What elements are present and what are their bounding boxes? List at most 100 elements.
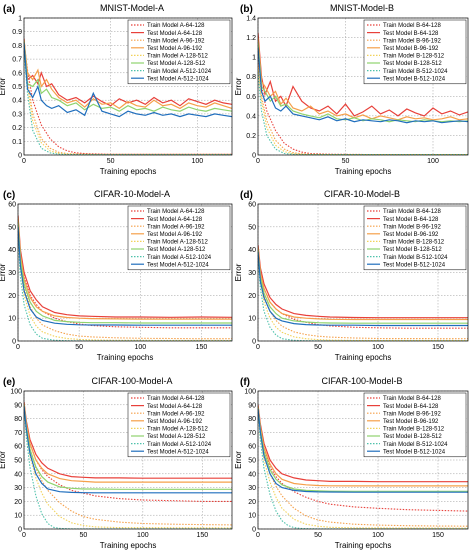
- series-line: [258, 247, 468, 321]
- panel-label: (e): [3, 377, 15, 388]
- series-line: [18, 231, 232, 341]
- panel-label: (d): [240, 190, 253, 201]
- panel-label: (f): [240, 377, 250, 388]
- x-axis-label: Training epochs: [97, 353, 154, 362]
- series-line: [24, 45, 232, 155]
- y-tick-label: 0.6: [12, 70, 22, 77]
- y-tick-label: 30: [248, 270, 256, 277]
- legend-entry: Train Model A-512-1024: [147, 69, 212, 75]
- y-tick-label: 0: [12, 339, 16, 346]
- x-tick-label: 100: [137, 532, 149, 539]
- legend-entry: Test Model B-128-512: [383, 434, 442, 440]
- y-tick-label: 0.7: [12, 57, 22, 64]
- legend-entry: Train Model B-64-128: [383, 23, 441, 29]
- chart-title: CIFAR-10-Model-B: [324, 189, 400, 199]
- legend-entry: Test Model B-128-512: [383, 247, 442, 253]
- y-tick-label: 80: [14, 416, 22, 423]
- y-tick-label: 60: [248, 202, 256, 209]
- series-line: [18, 226, 232, 326]
- x-tick-label: 50: [75, 344, 83, 351]
- legend-entry: Test Model B-512-1024: [383, 449, 446, 455]
- y-tick-label: 60: [8, 202, 16, 209]
- chart-title: CIFAR-100-Model-B: [321, 376, 402, 386]
- y-tick-label: 0: [18, 153, 22, 160]
- series-line: [18, 226, 232, 340]
- y-tick-label: 30: [248, 485, 256, 492]
- series-line: [18, 222, 232, 324]
- series-line: [24, 41, 232, 112]
- y-tick-label: 40: [14, 471, 22, 478]
- y-tick-label: 60: [248, 444, 256, 451]
- series-line: [18, 238, 232, 341]
- series-line: [258, 404, 468, 483]
- legend-entry: Test Model B-512-1024: [383, 76, 446, 82]
- y-tick-label: 50: [248, 458, 256, 465]
- x-tick-label: 0: [22, 158, 26, 165]
- y-tick-label: 0.8: [246, 74, 256, 81]
- chart-panel: (f) CIFAR-100-Model-B 0 10 20 30 40 50 60 70 80 90 1…: [234, 376, 469, 550]
- legend-entry: Test Model A-512-1024: [147, 262, 209, 268]
- x-tick-label: 50: [107, 158, 115, 165]
- chart-panel: (a) MNIST-Model-A 0 0.1 0.2 0.3 0.4 0.5 0.6 0.7 0.…: [0, 3, 233, 176]
- legend-entry: Train Model B-128-512: [383, 54, 445, 60]
- y-tick-label: 70: [248, 430, 256, 437]
- legend-entry: Test Model A-512-1024: [147, 76, 209, 82]
- legend-box: [127, 19, 231, 85]
- series-line: [258, 71, 468, 155]
- legend-entry: Test Model A-96-192: [147, 46, 203, 52]
- series-line: [24, 42, 232, 155]
- series-line: [24, 406, 232, 494]
- series-line: [24, 38, 232, 107]
- y-tick-label: 1: [252, 55, 256, 62]
- legend-box: [363, 392, 467, 458]
- y-tick-label: 10: [248, 316, 256, 323]
- series-line: [24, 401, 232, 479]
- series-line: [258, 66, 468, 155]
- y-tick-label: 40: [248, 471, 256, 478]
- plot-frame: [257, 390, 469, 530]
- y-tick-label: 50: [248, 224, 256, 231]
- legend-entry: Train Model A-96-192: [147, 38, 205, 44]
- y-tick-label: 0.8: [12, 43, 22, 50]
- y-tick-label: 10: [248, 513, 256, 520]
- legend-entry: Train Model B-128-512: [383, 240, 445, 246]
- y-tick-label: 70: [14, 430, 22, 437]
- series-line: [258, 245, 468, 319]
- legend-entry: Test Model B-64-128: [383, 217, 439, 223]
- series-line: [18, 215, 232, 318]
- y-tick-label: 10: [8, 316, 16, 323]
- x-axis-label: Training epochs: [335, 353, 392, 362]
- x-tick-label: 100: [427, 158, 439, 165]
- series-line: [258, 408, 468, 529]
- chart-panel: (c) CIFAR-10-Model-A 0 10 20 30 40 50 60 0 50 100 15…: [0, 189, 233, 362]
- x-tick-label: 100: [372, 532, 384, 539]
- legend-box: [363, 205, 467, 271]
- chart-panel: (b) MNIST-Model-B 0 0.2 0.4 0.6 0.8 1 1.2 1.4 0 50 1…: [234, 3, 469, 176]
- y-axis-label: Error: [0, 451, 7, 469]
- y-axis-label: Error: [0, 263, 7, 281]
- x-tick-label: 100: [191, 158, 203, 165]
- x-axis-label: Training epochs: [100, 541, 157, 550]
- legend-entry: Train Model B-64-128: [383, 209, 441, 215]
- y-tick-label: 1: [18, 16, 22, 23]
- y-tick-label: 40: [8, 247, 16, 254]
- y-axis-label: Error: [234, 451, 243, 469]
- chart-title: CIFAR-100-Model-A: [91, 376, 172, 386]
- legend-entry: Test Model A-96-192: [147, 232, 203, 238]
- y-tick-label: 1.2: [246, 35, 256, 42]
- y-tick-label: 100: [244, 389, 256, 396]
- x-tick-label: 50: [314, 344, 322, 351]
- series-line: [258, 408, 468, 493]
- plot-frame: [23, 17, 233, 156]
- x-axis-label: Training epochs: [335, 541, 392, 550]
- chart-title: MNIST-Model-A: [100, 3, 164, 13]
- plot-frame: [257, 203, 469, 342]
- legend-entry: Train Model B-512-1024: [383, 69, 448, 75]
- y-tick-label: 0.9: [12, 29, 22, 36]
- x-axis-label: Training epochs: [335, 167, 392, 176]
- panel-label: (b): [240, 4, 253, 15]
- legend-entry: Train Model B-128-512: [383, 427, 445, 433]
- y-tick-label: 40: [248, 247, 256, 254]
